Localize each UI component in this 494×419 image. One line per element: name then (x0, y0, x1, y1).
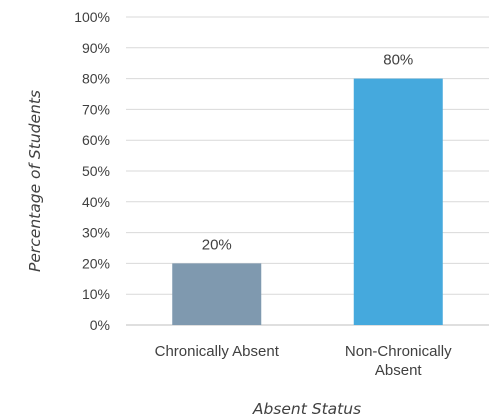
x-axis-category-labels: Chronically Absent Non-Chronically Absent (155, 343, 452, 379)
bars (172, 78, 443, 325)
y-tick-label: 30% (82, 225, 110, 241)
bar (172, 263, 262, 325)
y-tick-label: 0% (90, 317, 110, 333)
y-tick-label: 100% (74, 9, 110, 25)
y-axis-title: Percentage of Students (26, 90, 44, 272)
y-tick-label: 90% (82, 40, 110, 56)
x-axis-title: Absent Status (252, 400, 361, 418)
bar-data-label: 20% (202, 236, 232, 253)
y-tick-label: 40% (82, 194, 110, 210)
y-tick-label: 80% (82, 71, 110, 87)
y-tick-label: 50% (82, 163, 110, 179)
y-axis-tick-labels: 0% 10% 20% 30% 40% 50% 60% 70% 80% 90% 100% (74, 9, 110, 333)
y-tick-label: 70% (82, 101, 110, 117)
data-labels: 20% 80% (202, 52, 414, 254)
bar-data-label: 80% (383, 52, 413, 69)
bar (353, 78, 443, 325)
x-category-label: Non-Chronically Absent (345, 343, 452, 379)
y-tick-label: 10% (82, 286, 110, 302)
y-tick-label: 60% (82, 132, 110, 148)
x-category-label: Chronically Absent (155, 343, 280, 360)
y-tick-label: 20% (82, 255, 110, 271)
